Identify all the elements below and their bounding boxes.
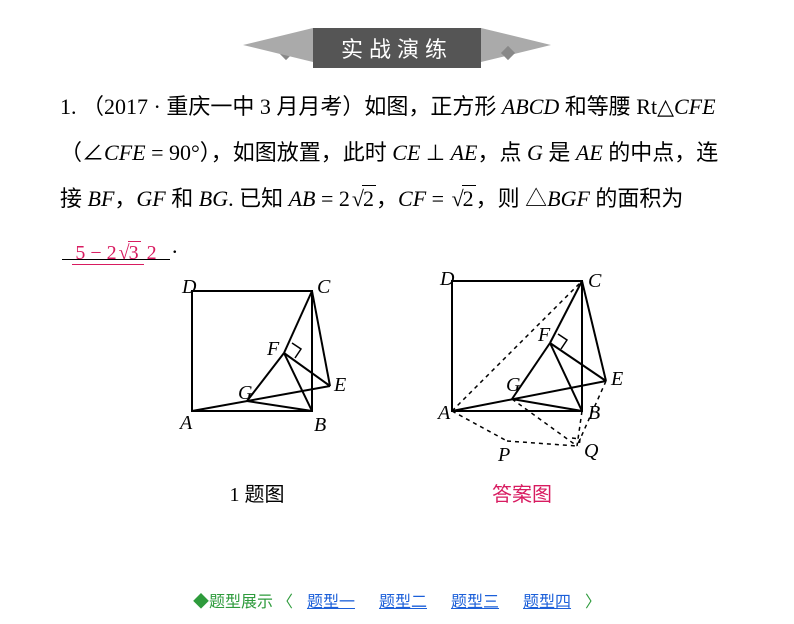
figure-2: D C A B E F G P Q 答案图 <box>412 271 632 507</box>
var-gf: GF <box>136 186 165 211</box>
t: 和 <box>166 186 199 211</box>
svg-text:Q: Q <box>584 440 599 462</box>
nav-link-type4[interactable]: 题型四 <box>523 594 571 611</box>
figure-1: D C A B E F G 1 题图 <box>162 271 352 507</box>
svg-text:D: D <box>439 271 455 290</box>
figure-1-caption: 1 题图 <box>162 478 352 507</box>
t: 和等腰 Rt△ <box>559 94 674 119</box>
var-ab: AB <box>289 186 316 211</box>
svg-text:B: B <box>314 414 326 436</box>
geometry-figure-1: D C A B E F G <box>162 271 352 471</box>
svg-text:A: A <box>436 402 451 424</box>
svg-text:D: D <box>181 276 197 298</box>
t: ，点 <box>477 140 527 165</box>
t: . 已知 <box>228 186 289 211</box>
comma: ， <box>114 186 136 211</box>
sqrt-2b: 2 <box>450 176 476 222</box>
svg-text:E: E <box>333 374 346 396</box>
comma: ， <box>376 186 398 211</box>
figure-2-caption: 答案图 <box>412 478 632 507</box>
sqrt-3: 3 <box>117 242 141 265</box>
problem-number: 1. <box>60 94 77 119</box>
svg-text:G: G <box>238 382 253 404</box>
sqrt-2: 2 <box>350 176 376 222</box>
svg-text:C: C <box>317 276 331 298</box>
source-text: （2017 · 重庆一中 3 月月考）如图，正方形 <box>82 94 502 119</box>
paren-close: 〉 <box>585 594 601 611</box>
var-ang-cfe: CFE <box>104 140 146 165</box>
t: 是 <box>543 140 576 165</box>
var-ae2: AE <box>576 140 603 165</box>
t: （∠ <box>60 140 104 165</box>
var-cfe: CFE <box>674 94 716 119</box>
t: ，则 △ <box>476 186 548 211</box>
svg-text:C: C <box>588 271 602 292</box>
var-ce: CE <box>392 140 420 165</box>
paren-open: 〈 <box>277 594 293 611</box>
problem-text: 1. （2017 · 重庆一中 3 月月考）如图，正方形 ABCD 和等腰 Rt… <box>60 84 734 269</box>
svg-text:P: P <box>497 444 510 466</box>
banner-title: 实战演练 <box>313 28 481 68</box>
var-cf: CF <box>398 186 426 211</box>
figures-row: D C A B E F G 1 题图 <box>0 271 794 507</box>
svg-text:B: B <box>588 402 600 424</box>
var-g: G <box>527 140 543 165</box>
svg-text:G: G <box>506 374 521 396</box>
footer-nav: ◆题型展示 〈 题型一 题型二 题型三 题型四 〉 <box>0 588 794 612</box>
svg-text:F: F <box>266 338 280 360</box>
perp-symbol: ⊥ <box>420 140 450 165</box>
t: 的面积为 <box>590 186 684 211</box>
svg-text:E: E <box>610 368 623 390</box>
geometry-figure-2: D C A B E F G P Q <box>412 271 632 471</box>
nav-link-type2[interactable]: 题型二 <box>379 594 427 611</box>
var-abcd: ABCD <box>502 94 559 119</box>
eq: = 2 <box>316 186 350 211</box>
eq: = <box>426 186 449 211</box>
period: . <box>172 233 178 258</box>
answer-blank: 5 − 232 <box>62 234 170 260</box>
nav-lead: ◆题型展示 <box>193 594 273 611</box>
svg-text:F: F <box>537 324 551 346</box>
t: = 90°），如图放置，此时 <box>146 140 393 165</box>
var-bf: BF <box>88 186 115 211</box>
svg-text:A: A <box>178 412 193 434</box>
var-bgf: BGF <box>547 186 590 211</box>
var-ae: AE <box>451 140 478 165</box>
nav-link-type1[interactable]: 题型一 <box>307 594 355 611</box>
nav-link-type3[interactable]: 题型三 <box>451 594 499 611</box>
section-banner: 实战演练 <box>0 28 794 68</box>
answer-fraction: 5 − 232 <box>72 242 159 265</box>
var-bg: BG <box>199 186 228 211</box>
